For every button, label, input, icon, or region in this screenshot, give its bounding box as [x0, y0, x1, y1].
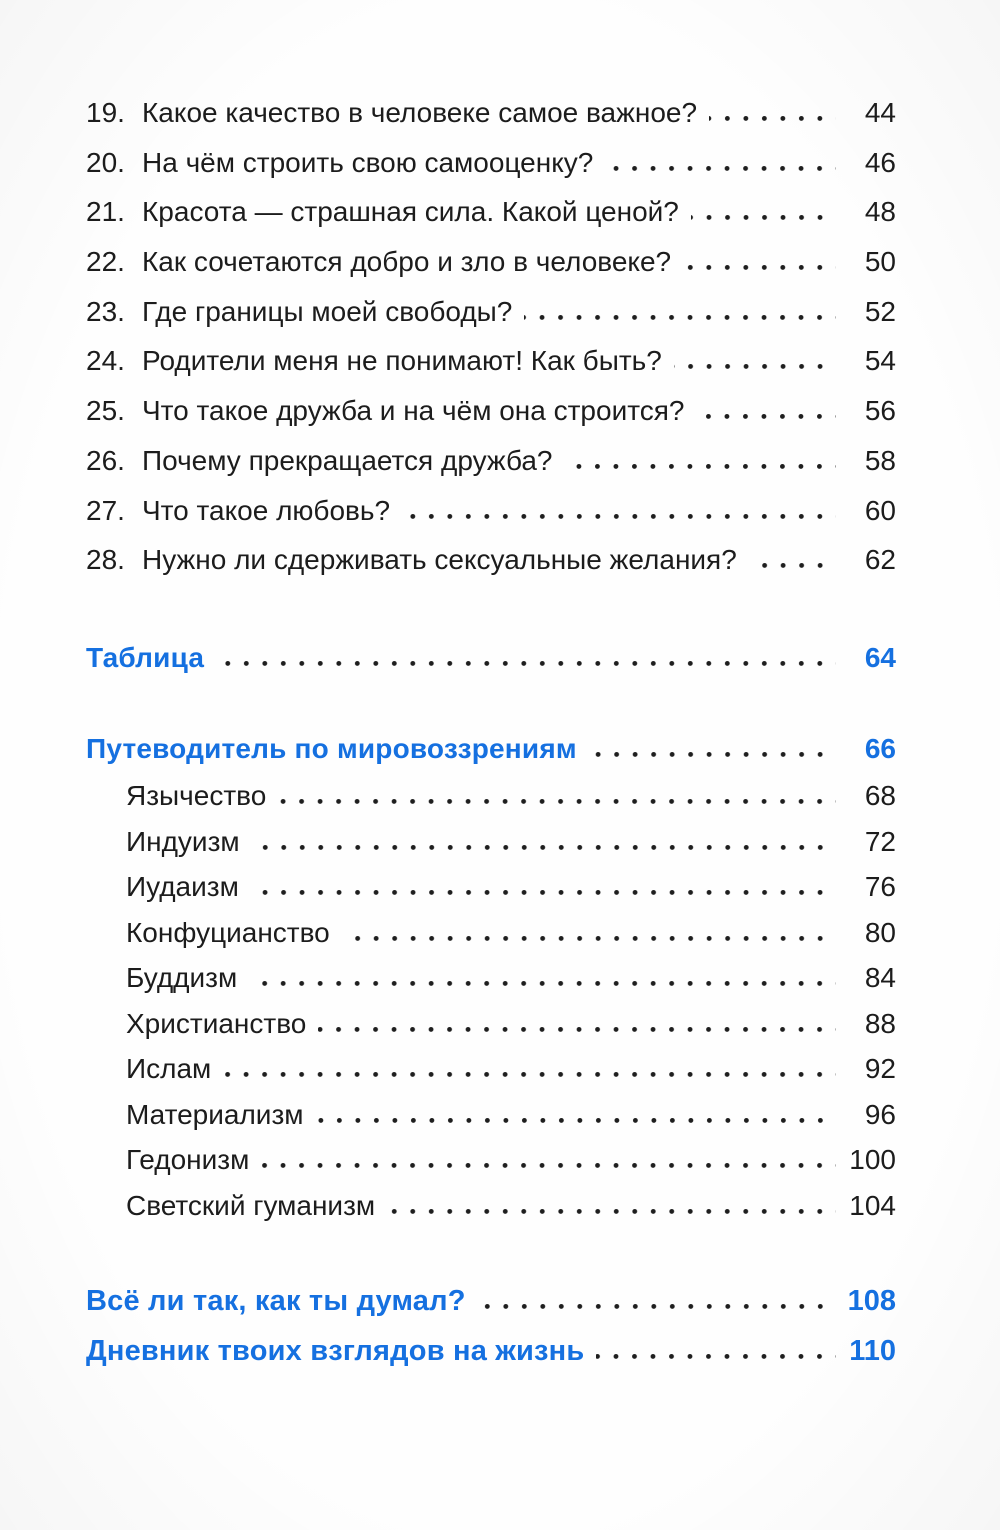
entry-title: Конфуцианство: [126, 916, 330, 948]
toc-entry-tablica: Таблица 64: [86, 633, 896, 683]
entry-number: 26.: [86, 444, 125, 476]
toc-entry: 23. Где границы моей свободы? 52: [86, 287, 896, 337]
entry-page-number: 76: [864, 871, 896, 903]
toc-subentry: Язычество 68: [86, 773, 896, 819]
entry-page-number: 68: [864, 780, 896, 812]
entry-title: Почему прекращается дружба?: [142, 444, 553, 476]
entry-number: 23.: [86, 295, 125, 327]
toc-entry: 27. Что такое любовь? 60: [86, 486, 896, 536]
entry-page-number: 84: [864, 962, 896, 994]
entry-page-number: 104: [849, 1189, 896, 1221]
toc-subentry: Материализм 96: [86, 1092, 896, 1138]
entry-title: Дневник твоих взглядов на жизнь: [86, 1334, 585, 1367]
toc-subentry: Ислам 92: [86, 1046, 896, 1092]
toc-entry: 19. Какое качество в человеке самое важн…: [86, 88, 896, 138]
toc-worldview-sublist: Язычество 68 Индуизм 72 Иудаизм 76 Конфу…: [86, 773, 896, 1228]
entry-title: Буддизм: [126, 962, 238, 994]
entry-page-number: 108: [847, 1285, 896, 1318]
entry-page-number: 48: [864, 196, 896, 228]
toc-entry: 24. Родители меня не понимают! Как быть?…: [86, 336, 896, 386]
entry-page-number: 62: [864, 544, 896, 576]
toc-subentry: Христианство 88: [86, 1001, 896, 1047]
toc-entry-guide-title: Путеводитель по мировоззрениям 66: [86, 724, 896, 774]
entry-title: Язычество: [126, 780, 267, 812]
toc-entry-diary: Дневник твоих взглядов на жизнь 110: [86, 1327, 896, 1377]
entry-number: 20.: [86, 146, 125, 178]
entry-page-number: 50: [864, 246, 896, 278]
toc-footer-list: Всё ли так, как ты думал? 108 Дневник тв…: [86, 1277, 896, 1376]
entry-title: Что такое дружба и на чём она строится?: [142, 395, 685, 427]
entry-title: Иудаизм: [126, 871, 239, 903]
entry-title: Христианство: [126, 1007, 307, 1039]
entry-title: Красота — страшная сила. Какой ценой?: [142, 196, 679, 228]
toc-subentry: Гедонизм 100: [86, 1137, 896, 1183]
entry-page-number: 64: [864, 641, 896, 673]
entry-title: Где границы моей свободы?: [142, 295, 513, 327]
toc-entry: 28. Нужно ли сдерживать сексуальные жела…: [86, 535, 896, 585]
toc-entry: 21. Красота — страшная сила. Какой ценой…: [86, 187, 896, 237]
toc-entry: 20. На чём строить свою самооценку? 46: [86, 138, 896, 188]
entry-title: Всё ли так, как ты думал?: [86, 1285, 466, 1318]
entry-title: Таблица: [86, 641, 205, 673]
entry-page-number: 80: [864, 916, 896, 948]
entry-number: 21.: [86, 196, 125, 228]
entry-page-number: 46: [864, 146, 896, 178]
entry-number: 27.: [86, 494, 125, 526]
entry-page-number: 96: [864, 1098, 896, 1130]
toc-subentry: Индуизм 72: [86, 819, 896, 865]
entry-title: Как сочетаются добро и зло в человеке?: [142, 246, 672, 278]
entry-page-number: 58: [864, 444, 896, 476]
toc-subentry: Конфуцианство 80: [86, 910, 896, 956]
entry-title: Какое качество в человеке самое важное?: [142, 97, 698, 128]
toc-numbered-list: 19. Какое качество в человеке самое важн…: [86, 88, 896, 585]
entry-title: Что такое любовь?: [142, 494, 391, 526]
entry-title: Нужно ли сдерживать сексуальные желания?: [142, 544, 737, 576]
entry-page-number: 60: [864, 494, 896, 526]
entry-page-number: 110: [849, 1334, 896, 1367]
entry-page-number: 66: [864, 732, 896, 764]
entry-title: Индуизм: [126, 825, 240, 857]
entry-page-number: 72: [864, 825, 896, 857]
entry-title: Ислам: [126, 1053, 212, 1085]
entry-page-number: 44: [864, 97, 896, 128]
entry-title: Путеводитель по мировоззрениям: [86, 732, 577, 764]
entry-number: 22.: [86, 246, 125, 278]
toc-entry: 22. Как сочетаются добро и зло в человек…: [86, 237, 896, 287]
entry-page-number: 100: [849, 1144, 896, 1176]
entry-number: 24.: [86, 345, 125, 377]
entry-number: 28.: [86, 544, 125, 576]
toc-subentry: Буддизм 84: [86, 955, 896, 1001]
entry-title: Гедонизм: [126, 1144, 250, 1176]
entry-page-number: 92: [864, 1053, 896, 1085]
entry-title: Материализм: [126, 1098, 304, 1130]
toc-entry: 25. Что такое дружба и на чём она строит…: [86, 386, 896, 436]
toc-subentry: Иудаизм 76: [86, 864, 896, 910]
entry-number: 19.: [86, 97, 125, 128]
entry-page-number: 52: [864, 295, 896, 327]
entry-number: 25.: [86, 395, 125, 427]
toc-entry-final-quiz: Всё ли так, как ты думал? 108: [86, 1277, 896, 1327]
entry-title: Светский гуманизм: [126, 1189, 376, 1221]
entry-title: Родители меня не понимают! Как быть?: [142, 345, 662, 377]
toc-subentry: Светский гуманизм 104: [86, 1183, 896, 1229]
entry-title: На чём строить свою самооценку?: [142, 146, 594, 178]
toc-entry: 26. Почему прекращается дружба? 58: [86, 436, 896, 486]
entry-page-number: 54: [864, 345, 896, 377]
entry-page-number: 88: [864, 1007, 896, 1039]
entry-page-number: 56: [864, 395, 896, 427]
